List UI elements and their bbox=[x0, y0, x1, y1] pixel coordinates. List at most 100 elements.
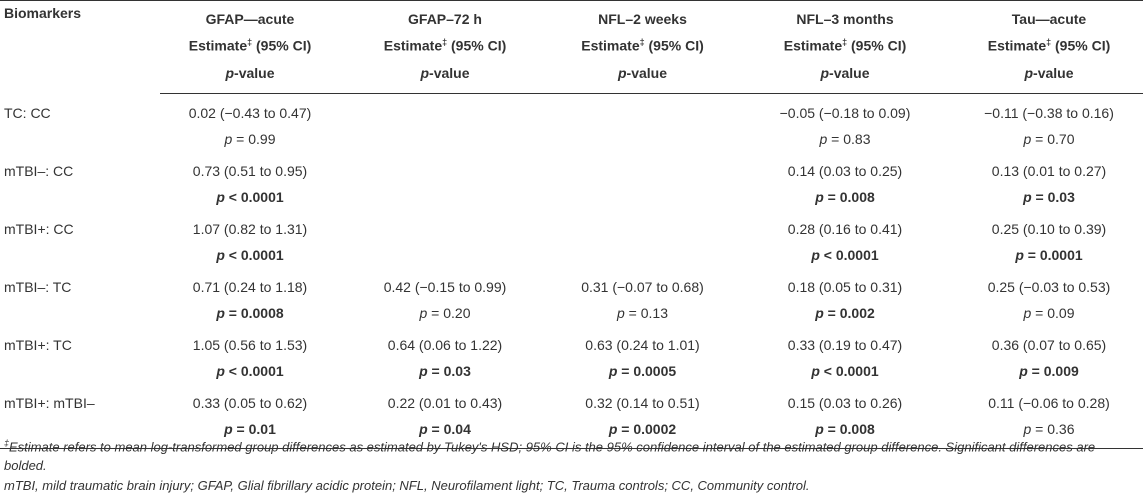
p-value-cell: p = 0.0008 bbox=[216, 305, 284, 321]
estimate-cell: −0.05 (−0.18 to 0.09) bbox=[779, 105, 911, 121]
header-estimate-ci: Estimate‡ (95% CI) bbox=[987, 37, 1111, 54]
p-value-cell: p < 0.0001 bbox=[216, 247, 284, 263]
estimate-cell: 0.64 (0.06 to 1.22) bbox=[387, 337, 503, 353]
table-row-pvalue: p = 0.99 p = 0.83 p = 0.70 bbox=[0, 126, 1143, 152]
header-col-name: GFAP–72 h bbox=[340, 0, 550, 32]
p-value-cell bbox=[550, 126, 735, 152]
estimate-cell bbox=[550, 94, 735, 127]
p-value-cell: p = 0.009 bbox=[1019, 363, 1079, 379]
row-label: mTBI+: CC bbox=[4, 221, 74, 237]
p-value-cell: p = 0.03 bbox=[1023, 189, 1075, 205]
estimate-cell: 0.33 (0.05 to 0.62) bbox=[192, 395, 308, 411]
p-value-cell: p = 0.99 bbox=[224, 131, 276, 147]
row-label-empty bbox=[0, 358, 160, 384]
row-label-empty bbox=[0, 416, 160, 449]
estimate-cell: 0.33 (0.19 to 0.47) bbox=[787, 337, 903, 353]
header-p-value: p-value bbox=[160, 59, 340, 94]
estimate-cell: 1.05 (0.56 to 1.53) bbox=[192, 337, 308, 353]
p-value-cell: p = 0.04 bbox=[340, 416, 550, 449]
footnote-abbreviations: mTBI, mild traumatic brain injury; GFAP,… bbox=[4, 478, 810, 493]
estimate-cell: 0.71 (0.24 to 1.18) bbox=[192, 279, 308, 295]
estimate-cell: 0.36 (0.07 to 0.65) bbox=[991, 337, 1107, 353]
p-value-cell: p = 0.83 bbox=[819, 131, 871, 147]
header-p-value: p-value bbox=[735, 59, 955, 94]
estimate-cell: 0.11 (−0.06 to 0.28) bbox=[988, 395, 1110, 411]
estimate-cell bbox=[550, 210, 735, 242]
estimate-cell: 0.13 (0.01 to 0.27) bbox=[991, 163, 1107, 179]
header-estimate-ci: Estimate‡ (95% CI) bbox=[581, 37, 704, 54]
p-value-cell: p < 0.0001 bbox=[216, 363, 284, 379]
p-value-cell: p < 0.0001 bbox=[216, 189, 284, 205]
table-row: mTBI+: mTBI– 0.33 (0.05 to 0.62) 0.22 (0.0… bbox=[0, 384, 1143, 416]
p-value-cell: p = 0.0005 bbox=[608, 363, 677, 379]
estimate-cell bbox=[340, 152, 550, 184]
estimate-cell bbox=[340, 210, 550, 242]
header-estimate-ci: Estimate‡ (95% CI) bbox=[383, 37, 507, 54]
footnote-text: Estimate refers to mean log-transformed … bbox=[4, 439, 1096, 474]
p-value-cell bbox=[550, 242, 735, 268]
p-value-cell bbox=[340, 184, 550, 210]
table-row: mTBI–: TC 0.71 (0.24 to 1.18) 0.42 (−0.15 … bbox=[0, 268, 1143, 300]
estimate-cell: 0.02 (−0.43 to 0.47) bbox=[188, 105, 312, 121]
p-value-cell: p = 0.0001 bbox=[1015, 247, 1083, 263]
row-label-empty bbox=[0, 242, 160, 268]
row-label-empty bbox=[0, 300, 160, 326]
p-value-cell: p = 0.008 bbox=[815, 189, 875, 205]
row-label: mTBI–: CC bbox=[4, 163, 74, 179]
row-label: mTBI–: TC bbox=[4, 279, 72, 295]
row-label-empty bbox=[0, 184, 160, 210]
row-label: TC: CC bbox=[4, 104, 51, 121]
p-value-cell: p = 0.01 bbox=[160, 416, 340, 449]
table-row-pvalue: p < 0.0001 p = 0.03 p = 0.0005 p < 0.0001 p … bbox=[0, 358, 1143, 384]
estimate-cell: 0.15 (0.03 to 0.26) bbox=[787, 395, 903, 411]
footnote-dagger: ‡ bbox=[4, 438, 10, 448]
estimate-cell: 0.63 (0.24 to 1.01) bbox=[585, 337, 700, 353]
header-estimate-ci: Estimate‡ (95% CI) bbox=[783, 37, 907, 54]
p-value-cell: p = 0.09 bbox=[1023, 305, 1075, 321]
p-value-cell: p = 0.36 bbox=[955, 416, 1143, 449]
estimate-cell bbox=[340, 94, 550, 127]
estimate-cell: −0.11 (−0.38 to 0.16) bbox=[984, 105, 1114, 121]
header-biomarkers: Biomarkers bbox=[0, 0, 160, 94]
p-value-cell: p = 0.002 bbox=[815, 305, 875, 321]
estimate-cell: 0.25 (0.10 to 0.39) bbox=[991, 221, 1107, 237]
estimate-cell: 0.14 (0.03 to 0.25) bbox=[787, 163, 903, 179]
p-value-cell bbox=[550, 184, 735, 210]
header-col-name: GFAP—acute bbox=[160, 0, 340, 32]
header-col-name: Tau—acute bbox=[955, 0, 1143, 32]
p-value-cell: p < 0.0001 bbox=[811, 363, 879, 379]
estimate-cell: 0.18 (0.05 to 0.31) bbox=[787, 279, 903, 295]
estimate-cell: 1.07 (0.82 to 1.31) bbox=[192, 221, 308, 237]
header-p-value: p-value bbox=[550, 59, 735, 94]
row-label: mTBI+: TC bbox=[4, 337, 72, 353]
header-estimate-ci: Estimate‡ (95% CI) bbox=[188, 37, 312, 54]
estimate-cell: 0.25 (−0.03 to 0.53) bbox=[987, 279, 1111, 295]
p-value-cell: p = 0.0002 bbox=[550, 416, 735, 449]
p-value-cell: p < 0.0001 bbox=[811, 247, 879, 263]
estimate-cell: 0.31 (−0.07 to 0.68) bbox=[581, 279, 704, 295]
header-col-name: NFL–2 weeks bbox=[550, 0, 735, 32]
p-value-cell: p = 0.13 bbox=[617, 305, 668, 321]
header-p-value: p-value bbox=[340, 59, 550, 94]
p-value-cell: p = 0.008 bbox=[735, 416, 955, 449]
table-row-pvalue: p < 0.0001 p < 0.0001 p = 0.0001 bbox=[0, 242, 1143, 268]
table-row-pvalue: p < 0.0001 p = 0.008 p = 0.03 bbox=[0, 184, 1143, 210]
table-row-pvalue: p = 0.01 p = 0.04 p = 0.0002 p = 0.008 p = 0… bbox=[0, 416, 1143, 449]
biomarker-table: Biomarkers GFAP—acute GFAP–72 h NFL–2 we… bbox=[0, 0, 1143, 449]
table-row-pvalue: p = 0.0008 p = 0.20 p = 0.13 p = 0.002 p = 0… bbox=[0, 300, 1143, 326]
row-label: mTBI+: mTBI– bbox=[4, 395, 95, 411]
estimate-cell: 0.28 (0.16 to 0.41) bbox=[787, 221, 903, 237]
estimate-cell: 0.22 (0.01 to 0.43) bbox=[387, 395, 503, 411]
row-label-empty bbox=[0, 126, 160, 152]
table-header: Biomarkers GFAP—acute GFAP–72 h NFL–2 we… bbox=[0, 0, 1143, 94]
table-body: TC: CC 0.02 (−0.43 to 0.47) −0.05 (−0.18 t… bbox=[0, 94, 1143, 449]
estimate-cell: 0.42 (−0.15 to 0.99) bbox=[383, 279, 507, 295]
footnote-estimate: ‡Estimate refers to mean log-transformed… bbox=[4, 434, 1138, 475]
header-p-value: p-value bbox=[955, 59, 1143, 94]
p-value-cell: p = 0.70 bbox=[1023, 131, 1075, 147]
p-value-cell bbox=[340, 242, 550, 268]
estimate-cell: 0.73 (0.51 to 0.95) bbox=[192, 163, 308, 179]
table-row: mTBI–: CC 0.73 (0.51 to 0.95) 0.14 (0.03 t… bbox=[0, 152, 1143, 184]
table-row: mTBI+: TC 1.05 (0.56 to 1.53) 0.64 (0.06 t… bbox=[0, 326, 1143, 358]
